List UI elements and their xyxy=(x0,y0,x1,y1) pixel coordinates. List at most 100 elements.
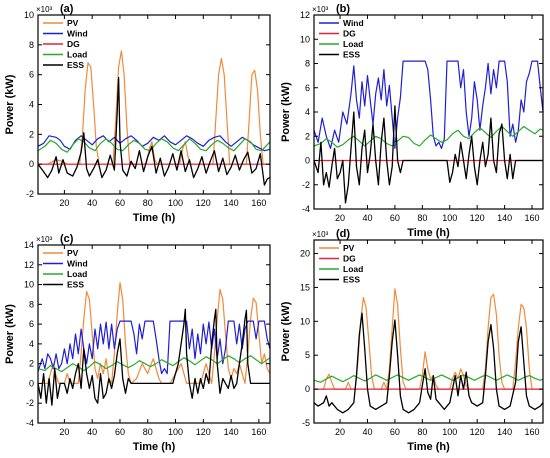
y-tick-label-b: 2 xyxy=(305,131,310,141)
plot-frame-c xyxy=(37,244,271,424)
x-axis-title-b: Time (h) xyxy=(407,227,450,239)
x-tick-label-d: 40 xyxy=(362,427,372,437)
y-tick-label-d: 10 xyxy=(300,316,310,326)
legend-label-load: Load xyxy=(67,50,87,60)
x-tick-label-c: 40 xyxy=(87,427,97,437)
x-tick-label-a: 80 xyxy=(143,198,153,208)
y-axis-title-d: Power (kW) xyxy=(280,301,292,361)
x-tick-label-b: 100 xyxy=(442,213,457,223)
series-line-wind-c xyxy=(37,320,271,375)
x-tick-label-c: 20 xyxy=(59,427,69,437)
y-tick-label-b: 8 xyxy=(305,59,310,69)
y-tick-label-d: -5 xyxy=(302,418,310,428)
y-tick-label-d: 15 xyxy=(300,282,310,292)
series-line-wind-a xyxy=(37,135,271,152)
legend-label-ess: ESS xyxy=(343,275,360,285)
x-tick-label-d: 60 xyxy=(390,427,400,437)
plot-frame-d xyxy=(313,239,544,424)
y-tick-label-c: -2 xyxy=(26,398,34,408)
y-multiplier-a: ×10³ xyxy=(36,5,53,14)
x-tick-label-d: 80 xyxy=(417,427,427,437)
x-tick-label-c: 160 xyxy=(251,427,266,437)
x-tick-label-c: 120 xyxy=(196,427,211,437)
legend-label-pv: PV xyxy=(67,248,79,258)
y-tick-label-b: 6 xyxy=(305,83,310,93)
y-multiplier-b: ×10³ xyxy=(312,5,329,14)
legend-label-pv: PV xyxy=(343,243,355,253)
x-tick-label-a: 40 xyxy=(87,198,97,208)
y-tick-label-b: 0 xyxy=(305,156,310,166)
series-line-load-b xyxy=(313,125,544,148)
series-line-ess-a xyxy=(37,76,271,186)
legend-label-dg: DG xyxy=(343,29,356,39)
x-axis-title-a: Time (h) xyxy=(133,212,176,224)
x-tick-label-a: 60 xyxy=(115,198,125,208)
legend-label-wind: Wind xyxy=(343,18,364,28)
x-tick-label-d: 160 xyxy=(525,427,540,437)
x-tick-label-a: 20 xyxy=(59,198,69,208)
y-tick-label-c: 12 xyxy=(24,260,34,270)
x-tick-label-c: 100 xyxy=(168,427,183,437)
y-tick-label-b: 10 xyxy=(300,34,310,44)
y-tick-label-c: 10 xyxy=(24,280,34,290)
series-line-wind-b xyxy=(313,60,544,149)
x-axis-title-d: Time (h) xyxy=(407,441,450,453)
y-tick-label-b: -4 xyxy=(302,204,310,214)
y-tick-label-c: 4 xyxy=(29,339,34,349)
x-tick-label-c: 80 xyxy=(143,427,153,437)
legend-label-load: Load xyxy=(343,264,363,274)
x-tick-label-c: 60 xyxy=(115,427,125,437)
chart-panel-c: 20 40 60 80 100 120 140 160 -4 -2 0 2 4 6 8 10 12 14×10³ (… xyxy=(4,233,271,453)
y-tick-label-a: 0 xyxy=(29,159,34,169)
y-tick-label-a: 4 xyxy=(29,100,34,110)
y-tick-label-d: 0 xyxy=(305,384,310,394)
x-tick-label-b: 60 xyxy=(390,213,400,223)
x-axis-title-c: Time (h) xyxy=(133,441,176,453)
y-tick-label-b: 12 xyxy=(300,10,310,20)
y-tick-label-c: 8 xyxy=(29,299,34,309)
y-tick-label-a: 6 xyxy=(29,70,34,80)
chart-panel-d: 20 40 60 80 100 120 140 160 -5 0 5 10 15 20 ×10³ (d) Tim… xyxy=(280,228,544,453)
series-line-ess-d xyxy=(313,312,544,414)
x-tick-label-d: 20 xyxy=(335,427,345,437)
x-tick-label-b: 140 xyxy=(497,213,512,223)
y-multiplier-d: ×10³ xyxy=(312,230,329,239)
legend-label-dg: DG xyxy=(343,254,356,264)
y-tick-label-c: 6 xyxy=(29,319,34,329)
x-tick-label-d: 140 xyxy=(497,427,512,437)
legend-label-ess: ESS xyxy=(343,50,360,60)
series-line-ess-c xyxy=(37,308,270,406)
x-tick-label-a: 100 xyxy=(168,198,183,208)
x-tick-label-a: 160 xyxy=(251,198,266,208)
panel-label-b: (b) xyxy=(336,3,350,15)
legend-label-wind: Wind xyxy=(67,259,88,269)
y-tick-label-c: 14 xyxy=(24,240,34,250)
chart-panel-a: 20 40 60 80 100 120 140 160 -2 0 2 4 6 8 10×10³ (a) Time… xyxy=(4,3,271,224)
x-tick-label-b: 20 xyxy=(335,213,345,223)
y-multiplier-c: ×10³ xyxy=(36,235,53,244)
y-tick-label-c: 0 xyxy=(29,378,34,388)
y-axis-title-a: Power (kW) xyxy=(4,74,16,134)
panel-label-d: (d) xyxy=(336,228,350,240)
x-tick-label-a: 140 xyxy=(224,198,239,208)
x-tick-label-b: 160 xyxy=(525,213,540,223)
y-tick-label-d: 20 xyxy=(300,249,310,259)
y-tick-label-a: -2 xyxy=(26,189,34,199)
y-tick-label-c: 2 xyxy=(29,359,34,369)
legend-label-load: Load xyxy=(343,39,363,49)
legend-label-pv: PV xyxy=(67,18,79,28)
legend-label-load: Load xyxy=(67,269,87,279)
legend-label-ess: ESS xyxy=(67,60,84,70)
x-tick-label-c: 140 xyxy=(224,427,239,437)
panel-label-c: (c) xyxy=(60,233,74,245)
series-line-pv-d xyxy=(314,288,543,390)
series-line-ess-b xyxy=(313,105,543,204)
y-tick-label-d: 5 xyxy=(305,350,310,360)
y-axis-title-c: Power (kW) xyxy=(4,304,16,364)
y-tick-label-a: 2 xyxy=(29,129,34,139)
series-line-load-d xyxy=(313,374,544,383)
